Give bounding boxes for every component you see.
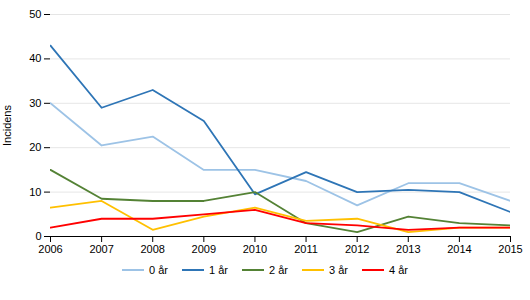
- svg-text:2013: 2013: [396, 243, 420, 255]
- svg-text:2010: 2010: [243, 243, 267, 255]
- svg-text:2007: 2007: [89, 243, 113, 255]
- svg-text:20: 20: [29, 141, 41, 153]
- svg-text:50: 50: [29, 8, 41, 20]
- svg-text:0: 0: [35, 230, 41, 242]
- svg-text:2011: 2011: [294, 243, 318, 255]
- svg-text:2006: 2006: [38, 243, 62, 255]
- svg-text:40: 40: [29, 52, 41, 64]
- svg-text:10: 10: [29, 186, 41, 198]
- svg-text:2014: 2014: [447, 243, 471, 255]
- svg-text:Incidens: Incidens: [1, 105, 13, 146]
- svg-text:2012: 2012: [345, 243, 369, 255]
- html-text:4 år: 4 år: [389, 264, 408, 276]
- svg-text:30: 30: [29, 97, 41, 109]
- svg-text:2009: 2009: [192, 243, 216, 255]
- html-text:1 år: 1 år: [209, 264, 228, 276]
- svg-text:2008: 2008: [140, 243, 164, 255]
- html-text:0 år: 0 år: [149, 264, 168, 276]
- html-text:2 år: 2 år: [269, 264, 288, 276]
- html-text:3 år: 3 år: [329, 264, 348, 276]
- svg-text:2015: 2015: [498, 243, 522, 255]
